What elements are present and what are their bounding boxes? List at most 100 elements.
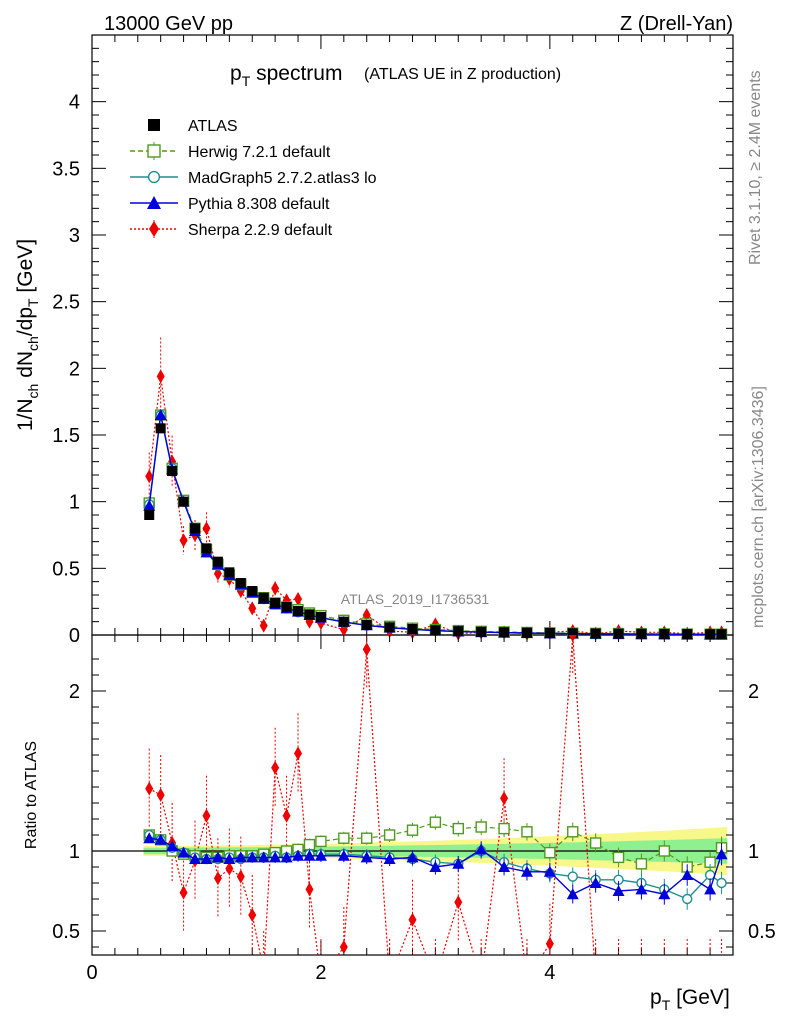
mcplots-label: mcplots.cern.ch [arXiv:1306.3436] bbox=[750, 386, 767, 628]
ratio-data-point bbox=[475, 821, 487, 833]
legend-marker bbox=[147, 170, 161, 184]
main-y-tick-label: 2.5 bbox=[52, 292, 80, 314]
main-data-point bbox=[293, 606, 304, 616]
x-tick-label: 0 bbox=[86, 962, 97, 984]
ratio-data-point bbox=[500, 791, 509, 806]
ratio-data-point bbox=[362, 642, 371, 657]
main-data-point bbox=[143, 499, 156, 511]
ratio-data-point bbox=[143, 832, 156, 844]
main-data-point bbox=[201, 543, 212, 554]
ratio-data-point bbox=[681, 869, 694, 880]
main-data-point bbox=[190, 523, 201, 534]
ratio-data-point bbox=[271, 760, 280, 775]
main-data-point bbox=[590, 628, 601, 639]
ratio-data-point bbox=[589, 877, 602, 888]
legend-label: Herwig 7.2.1 default bbox=[188, 144, 331, 161]
ratio-data-point bbox=[635, 883, 648, 895]
ratio-data-point bbox=[315, 835, 327, 848]
ratio-data-point bbox=[683, 972, 691, 986]
ratio-panel: 0.5 0.5 1 1 2 2 0 2 4 bbox=[52, 635, 776, 986]
ratio-data-point bbox=[248, 908, 257, 922]
ratio-y-tick-label: 2 bbox=[69, 681, 80, 703]
ratio-data-point bbox=[706, 972, 714, 986]
legend: ATLAS Herwig 7.2.1 default MadGraph5 2.7.2… bbox=[130, 118, 377, 239]
main-data-point bbox=[248, 601, 257, 616]
ratio-data-point bbox=[211, 851, 224, 863]
main-data-point bbox=[476, 626, 487, 637]
legend-marker bbox=[147, 196, 161, 209]
ratio-data-point bbox=[292, 849, 305, 861]
main-data-point bbox=[499, 627, 510, 638]
legend-entry: MadGraph5 2.7.2.atlas3 lo bbox=[130, 170, 377, 187]
ratio-panel-frame bbox=[91, 634, 734, 956]
ratio-data-point bbox=[223, 853, 236, 864]
main-data-point bbox=[259, 618, 268, 633]
main-data-point bbox=[178, 496, 189, 507]
ratio-data-point bbox=[303, 838, 316, 851]
ratio-data-point bbox=[658, 845, 671, 857]
ratio-data-point bbox=[200, 853, 213, 864]
ratio-data-point bbox=[682, 893, 693, 905]
ratio-data-point bbox=[294, 746, 303, 761]
ratio-series-pythia bbox=[143, 832, 728, 905]
main-data-point bbox=[144, 510, 155, 520]
ratio-series-line bbox=[148, 635, 595, 955]
ratio-y-tick-label: 1 bbox=[69, 841, 80, 863]
main-data-point bbox=[235, 578, 246, 588]
ratio-data-point bbox=[338, 832, 350, 844]
ratio-data-point bbox=[269, 851, 282, 863]
ratio-data-point bbox=[498, 822, 510, 835]
analysis-watermark: ATLAS_2019_I1736531 bbox=[341, 591, 490, 607]
main-y-tick-label: 3 bbox=[69, 225, 80, 247]
ratio-data-point bbox=[282, 808, 291, 823]
main-data-point bbox=[430, 625, 441, 636]
ratio-data-point bbox=[225, 861, 234, 876]
main-y-tick-label: 0.5 bbox=[52, 558, 80, 580]
ratio-y-tick-label-right: 1 bbox=[748, 841, 759, 863]
ratio-data-point bbox=[637, 972, 645, 986]
main-data-point bbox=[304, 609, 315, 620]
main-data-point bbox=[271, 581, 280, 596]
ratio-data-point bbox=[154, 833, 167, 845]
main-data-point bbox=[202, 521, 211, 536]
legend-label: Sherpa 2.2.9 default bbox=[188, 222, 333, 239]
ratio-data-point bbox=[635, 858, 648, 870]
main-data-point bbox=[567, 628, 578, 639]
main-data-point bbox=[294, 592, 303, 606]
ratio-data-point bbox=[477, 972, 485, 986]
ratio-data-point bbox=[257, 851, 270, 863]
ratio-data-point bbox=[179, 885, 188, 900]
ratio-data-point bbox=[521, 826, 533, 838]
ratio-data-point bbox=[566, 888, 579, 900]
ratio-data-point bbox=[498, 861, 511, 872]
main-data-point bbox=[154, 409, 167, 420]
legend-entry: Pythia 8.308 default bbox=[130, 196, 330, 213]
ratio-data-point bbox=[704, 883, 717, 895]
ratio-data-point bbox=[475, 843, 488, 855]
ratio-data-point bbox=[429, 816, 442, 828]
ratio-data-point bbox=[715, 848, 728, 860]
ratio-series-line bbox=[149, 837, 723, 896]
main-data-point bbox=[521, 627, 532, 638]
main-data-point bbox=[179, 533, 188, 548]
ratio-data-point bbox=[280, 851, 293, 863]
ratio-y-axis-label: Ratio to ATLAS bbox=[23, 741, 40, 849]
ratio-data-point bbox=[567, 871, 578, 882]
ratio-data-point bbox=[406, 824, 419, 836]
legend-marker bbox=[148, 119, 160, 131]
ratio-data-point bbox=[544, 846, 556, 859]
main-y-tick-label: 3.5 bbox=[52, 158, 80, 180]
ratio-data-point bbox=[543, 865, 556, 877]
ratio-data-point bbox=[337, 849, 350, 861]
ratio-data-point bbox=[429, 861, 442, 872]
ratio-data-point bbox=[383, 853, 396, 864]
main-y-tick-label: 1 bbox=[69, 492, 80, 514]
ratio-series-group bbox=[143, 635, 728, 986]
ratio-data-point bbox=[360, 851, 373, 863]
ratio-data-point bbox=[615, 972, 623, 986]
svg-text:pT spectrum: pT spectrum bbox=[230, 62, 342, 89]
legend-entry: Sherpa 2.2.9 default bbox=[130, 220, 333, 239]
main-data-point bbox=[636, 628, 647, 639]
main-data-point bbox=[224, 567, 235, 578]
